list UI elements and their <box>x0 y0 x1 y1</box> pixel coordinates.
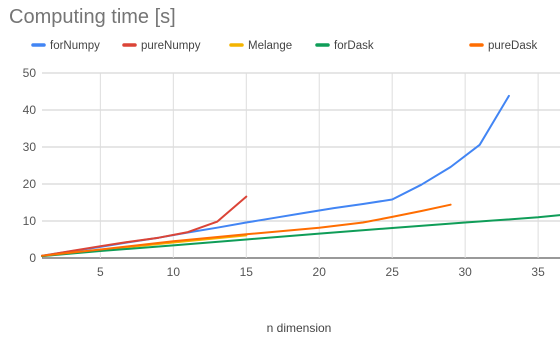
x-tick-label: 25 <box>386 265 400 279</box>
grid <box>42 72 560 259</box>
x-tick-label: 35 <box>531 265 545 279</box>
y-tick-label: 40 <box>23 103 37 117</box>
legend-item-melange: Melange <box>229 40 292 52</box>
chart-title: Computing time [s] <box>9 6 176 28</box>
series-lines <box>41 94 560 258</box>
y-tick-label: 20 <box>23 177 37 191</box>
series-line-puredask <box>41 203 452 257</box>
series-line-purenumpy <box>41 195 248 257</box>
x-axis-ticks: 5 10 15 20 25 30 35 <box>97 265 545 279</box>
y-tick-label: 10 <box>23 214 37 228</box>
legend-label: Melange <box>248 40 292 52</box>
y-tick-label: 0 <box>29 251 36 265</box>
x-tick-label: 15 <box>240 265 254 279</box>
x-tick-label: 30 <box>458 265 472 279</box>
x-tick-label: 5 <box>97 265 104 279</box>
legend-label: pureDask <box>488 40 537 52</box>
y-tick-label: 50 <box>23 66 37 80</box>
legend-label: pureNumpy <box>141 40 201 52</box>
x-axis-label: n dimension <box>267 321 332 335</box>
legend-item-fornumpy: forNumpy <box>31 40 100 52</box>
legend-label: forDask <box>334 40 374 52</box>
y-axis-ticks: 0 10 20 30 40 50 <box>23 66 37 265</box>
legend-item-puredask: pureDask <box>469 40 537 52</box>
series-line-fordask <box>41 214 560 258</box>
x-tick-label: 20 <box>313 265 327 279</box>
legend-label: forNumpy <box>50 40 100 52</box>
x-tick-label: 10 <box>167 265 181 279</box>
y-tick-label: 30 <box>23 140 37 154</box>
legend-item-purenumpy: pureNumpy <box>122 40 201 52</box>
legend: forNumpy pureNumpy Melange forDask pureDask <box>31 40 537 52</box>
legend-item-fordask: forDask <box>315 40 374 52</box>
